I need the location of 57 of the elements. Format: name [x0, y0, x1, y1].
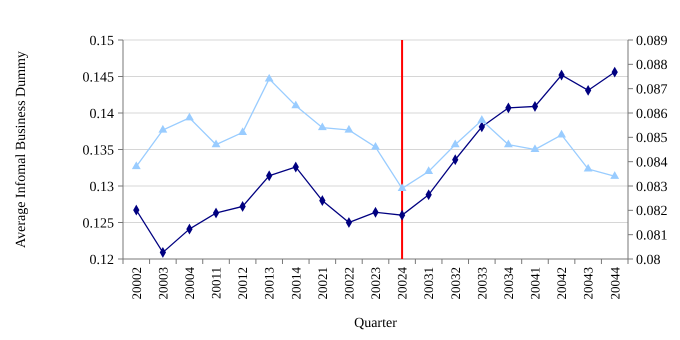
y-tick-label: 0.12 [90, 252, 114, 268]
point [344, 124, 354, 133]
x-tick-label: 20021 [314, 267, 330, 300]
point [584, 164, 593, 172]
point [530, 144, 540, 152]
y-tick-label: 0.125 [82, 216, 114, 232]
x-tick-label: 20022 [341, 267, 356, 300]
x-axis-title: Quarter [354, 316, 398, 331]
y-tick-label: 0.145 [82, 70, 114, 86]
point [371, 142, 380, 150]
point [318, 122, 327, 130]
y2-tick-label: 0.08 [636, 252, 660, 268]
y2-tick-label: 0.081 [636, 228, 668, 244]
y2-tick-label: 0.084 [636, 156, 668, 171]
point [424, 166, 434, 174]
x-tick-label: 20003 [155, 267, 170, 300]
x-tick-label: 20011 [208, 267, 224, 300]
y-tick-label: 0.13 [90, 180, 114, 195]
x-tick-label: 20044 [607, 266, 622, 300]
x-tick-label: 20023 [368, 267, 384, 300]
x-tick-label: 20034 [500, 266, 516, 300]
point [185, 112, 194, 120]
y2-tick-label: 0.083 [636, 180, 668, 195]
y2-tick-label: 0.089 [636, 34, 668, 49]
x-tick-label: 20031 [421, 267, 436, 300]
point [132, 161, 141, 170]
x-tick-label: 20024 [394, 266, 410, 300]
x-tick-label: 20042 [554, 267, 570, 300]
y2-tick-label: 0.087 [636, 82, 668, 98]
y-axis-title: Average Infomal Business Dummy [14, 51, 29, 248]
x-tick-label: 20032 [448, 267, 463, 300]
point [238, 127, 248, 136]
point [398, 183, 407, 191]
x-tick-label: 20043 [580, 267, 596, 300]
y2-tick-label: 0.088 [636, 58, 668, 74]
point [477, 115, 486, 123]
point [158, 124, 168, 133]
y2-tick-label: 0.085 [636, 131, 668, 146]
x-tick-label: 20004 [182, 266, 197, 300]
y-tick-label: 0.14 [90, 106, 114, 122]
y2-tick-label: 0.086 [636, 106, 668, 122]
point [557, 130, 566, 138]
x-tick-label: 20002 [128, 267, 144, 300]
point [212, 140, 220, 148]
y2-tick-label: 0.082 [636, 204, 668, 220]
x-tick-label: 20013 [262, 267, 277, 300]
point [450, 140, 460, 148]
point [264, 74, 274, 82]
x-tick-label: 20012 [235, 267, 250, 300]
x-tick-label: 20033 [474, 267, 490, 300]
x-tick-label: 20041 [528, 267, 543, 300]
x-tick-label: 20014 [288, 266, 304, 300]
y-tick-label: 0.135 [82, 143, 114, 158]
point [610, 171, 620, 179]
y-tick-label: 0.15 [90, 34, 114, 49]
point [504, 140, 513, 148]
point [291, 100, 300, 108]
